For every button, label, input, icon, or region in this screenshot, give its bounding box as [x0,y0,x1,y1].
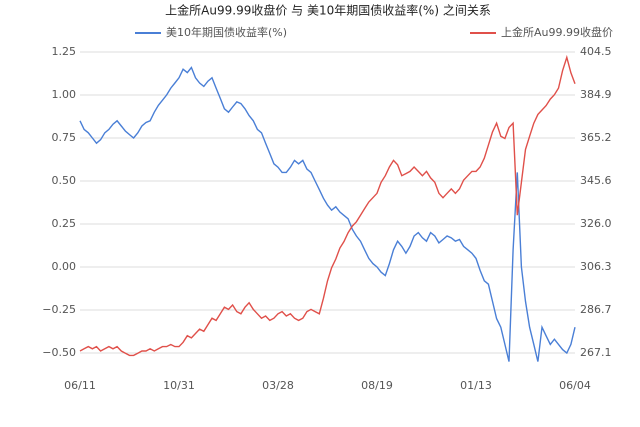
y2-tick-label: 404.5 [580,45,612,58]
legend-label: 上金所Au99.99收盘价 [501,25,613,39]
chart-title: 上金所Au99.99收盘价 与 美10年期国债收益率(%) 之间关系 [165,3,491,18]
y-tick-label: 0.25 [52,217,77,230]
x-tick-label: 03/28 [262,379,294,392]
x-tick-label: 08/19 [361,379,393,392]
x-tick-label: 10/31 [163,379,195,392]
legend-label: 美10年期国债收益率(%) [166,25,287,39]
y-tick-label: 0.50 [52,174,77,187]
y-tick-label: 0.00 [52,260,77,273]
y2-tick-label: 267.1 [580,346,612,359]
line [79,54,576,357]
x-tick-label: 01/13 [460,379,492,392]
x-tick-label: 06/04 [559,379,591,392]
y-tick-label: 1.00 [52,88,77,101]
x-tick-label: 06/11 [64,379,96,392]
y2-tick-label: 365.2 [580,131,612,144]
y-tick-label: 1.25 [52,45,77,58]
y-tick-label: −0.25 [42,303,76,316]
y2-tick-label: 286.7 [580,303,612,316]
y2-tick-label: 384.9 [580,88,612,101]
line [79,66,576,362]
y2-tick-label: 345.6 [580,174,612,187]
y-tick-label: 0.75 [52,131,77,144]
y-tick-label: −0.50 [42,346,76,359]
y2-tick-label: 326.0 [580,217,612,230]
y2-tick-label: 306.3 [580,260,612,273]
